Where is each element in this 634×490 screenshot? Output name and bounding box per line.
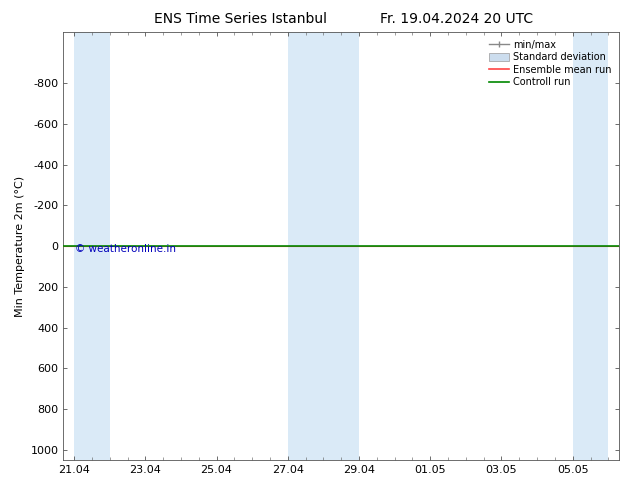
Text: Fr. 19.04.2024 20 UTC: Fr. 19.04.2024 20 UTC bbox=[380, 12, 533, 26]
Text: ENS Time Series Istanbul: ENS Time Series Istanbul bbox=[155, 12, 327, 26]
Text: © weatheronline.in: © weatheronline.in bbox=[75, 244, 176, 254]
Bar bbox=[288, 32, 359, 460]
Legend: min/max, Standard deviation, Ensemble mean run, Controll run: min/max, Standard deviation, Ensemble me… bbox=[486, 37, 614, 90]
Y-axis label: Min Temperature 2m (°C): Min Temperature 2m (°C) bbox=[15, 175, 25, 317]
Bar bbox=[74, 32, 110, 460]
Bar bbox=[573, 32, 608, 460]
